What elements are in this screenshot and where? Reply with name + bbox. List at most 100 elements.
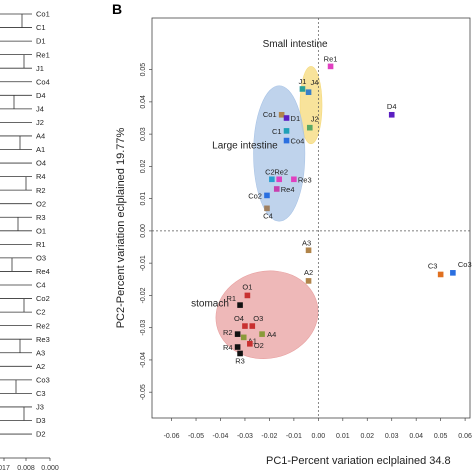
data-point-c4	[264, 205, 270, 212]
dendrogram-leaf-label: D4	[36, 91, 46, 100]
dendrogram-leaf-label: Re3	[36, 335, 50, 344]
dendrogram-leaf-label: Re1	[36, 50, 50, 59]
y-tick-label: -0.03	[140, 320, 147, 336]
x-tick-label: 0.03	[385, 433, 399, 440]
point-label: Re1	[324, 54, 338, 63]
x-tick-label: 0.06	[458, 433, 472, 440]
group-ellipse-small-intestine	[299, 66, 323, 145]
dendrogram-leaf-label: Co3	[36, 375, 50, 384]
x-tick-label: 0.02	[360, 433, 374, 440]
group-label: Large intestine	[212, 141, 278, 152]
data-point-o4	[242, 323, 248, 329]
dendrogram-leaf-label: J4	[36, 104, 44, 113]
dendrogram-leaf-label: O3	[36, 254, 46, 263]
x-tick-label: 0.04	[409, 433, 423, 440]
point-label: Co4	[291, 137, 305, 146]
x-tick-label: -0.06	[164, 433, 180, 440]
data-point-j2	[306, 124, 313, 131]
x-tick-label: 0.01	[336, 433, 350, 440]
dendrogram-leaf-label: C1	[36, 23, 46, 32]
plot-frame	[151, 17, 471, 419]
group-ellipse-stomach	[215, 270, 319, 359]
data-point-co2	[264, 192, 270, 199]
y-tick-label: 0.01	[140, 192, 147, 206]
y-tick-label: -0.04	[140, 352, 147, 368]
y-tick-label: 0.05	[140, 63, 147, 77]
point-label: C3	[428, 261, 438, 270]
data-point-c3	[437, 271, 444, 278]
dendrogram-leaf-label: C4	[36, 281, 46, 290]
point-label: O2	[254, 341, 264, 350]
data-point-re2	[276, 176, 282, 183]
y-tick-label: 0.02	[140, 159, 147, 173]
point-label: Re2	[274, 167, 288, 176]
data-point-r1	[237, 302, 243, 308]
data-point-j4	[305, 89, 312, 95]
point-label: J4	[311, 78, 319, 87]
y-axis-title: PC2-Percent variation eclplained 19.77%	[115, 128, 127, 329]
y-tick-label: -0.05	[140, 384, 147, 400]
dendrogram-leaf-label: A3	[36, 348, 45, 357]
point-label: A4	[267, 330, 276, 339]
y-tick-label: -0.01	[140, 255, 147, 271]
x-tick-label: -0.01	[286, 433, 302, 440]
data-point-r3	[237, 350, 243, 357]
data-point-d1	[283, 115, 290, 121]
x-axis-ticks: -0.06 -0.05 -0.04 -0.03 -0.02 -0.01 0.00 0.01 0.…	[164, 418, 472, 440]
data-point-j1	[299, 86, 306, 92]
point-label: J1	[298, 77, 306, 86]
dendrogram-leaf-label: O2	[36, 199, 46, 208]
point-label: R4	[223, 343, 233, 352]
data-point-r2	[234, 331, 241, 337]
dendrogram-leaf-label: D3	[36, 416, 46, 425]
point-label: Co3	[458, 260, 472, 269]
group-ellipse-large-intestine	[253, 85, 306, 222]
point-label: R1	[226, 294, 236, 303]
x-axis-title: PC1-Percent variation eclplained 34.8	[266, 455, 451, 467]
dendrogram-leaf-label: R2	[36, 186, 46, 195]
point-label: O4	[234, 314, 244, 323]
dendrogram-scale-label: 017	[0, 465, 10, 472]
point-label: C2	[265, 167, 275, 176]
data-point-co3	[450, 270, 456, 276]
point-label: C4	[263, 211, 273, 220]
point-label: Co1	[263, 110, 277, 119]
data-point-d4	[388, 111, 395, 118]
point-label: Re4	[281, 185, 295, 194]
y-tick-label: -0.02	[140, 287, 147, 303]
point-label: A2	[304, 268, 313, 277]
data-point-o3	[249, 323, 256, 329]
data-point-a1	[240, 334, 247, 341]
dendrogram-leaf-label: R1	[36, 240, 46, 249]
dendrogram-leaf-label: A1	[36, 145, 45, 154]
pca-scatter-plot: Small intestine Large intestine stomach -0…	[140, 17, 472, 440]
data-point-r4	[234, 344, 241, 350]
y-tick-label: 0.04	[140, 95, 147, 109]
data-point-co4	[283, 137, 290, 144]
dendrogram-leaf-label: J1	[36, 64, 44, 73]
point-label: R2	[223, 328, 233, 337]
data-point-re3	[291, 176, 297, 183]
point-label: Co2	[248, 191, 262, 200]
y-tick-label: 0.00	[140, 224, 147, 238]
point-label: A1	[248, 336, 257, 345]
dendrogram-leaf-label: Re4	[36, 267, 50, 276]
dendrogram-scale-label: 0.000	[41, 465, 59, 472]
dendrogram-leaf-label: J3	[36, 403, 44, 412]
dendrogram-leaf-label: D1	[36, 37, 46, 46]
data-point-co1	[278, 111, 285, 118]
dendrogram-leaf-label: Re2	[36, 321, 50, 330]
point-label: Re3	[298, 175, 312, 184]
x-tick-label: -0.04	[213, 433, 229, 440]
data-point-o1	[244, 292, 251, 299]
zero-reference-lines	[152, 18, 470, 418]
data-point-a3	[305, 247, 312, 254]
point-label: D4	[387, 102, 397, 111]
data-point-re1	[327, 63, 334, 70]
dendrogram-leaf-label: Co2	[36, 294, 50, 303]
point-label: D1	[291, 114, 301, 123]
y-axis-ticks: 0.05 0.04 0.03 0.02 0.01 0.00 -0.01 -0.02 -0.03 -…	[140, 63, 152, 400]
group-label: stomach	[191, 299, 229, 310]
data-point-c2	[269, 176, 275, 183]
